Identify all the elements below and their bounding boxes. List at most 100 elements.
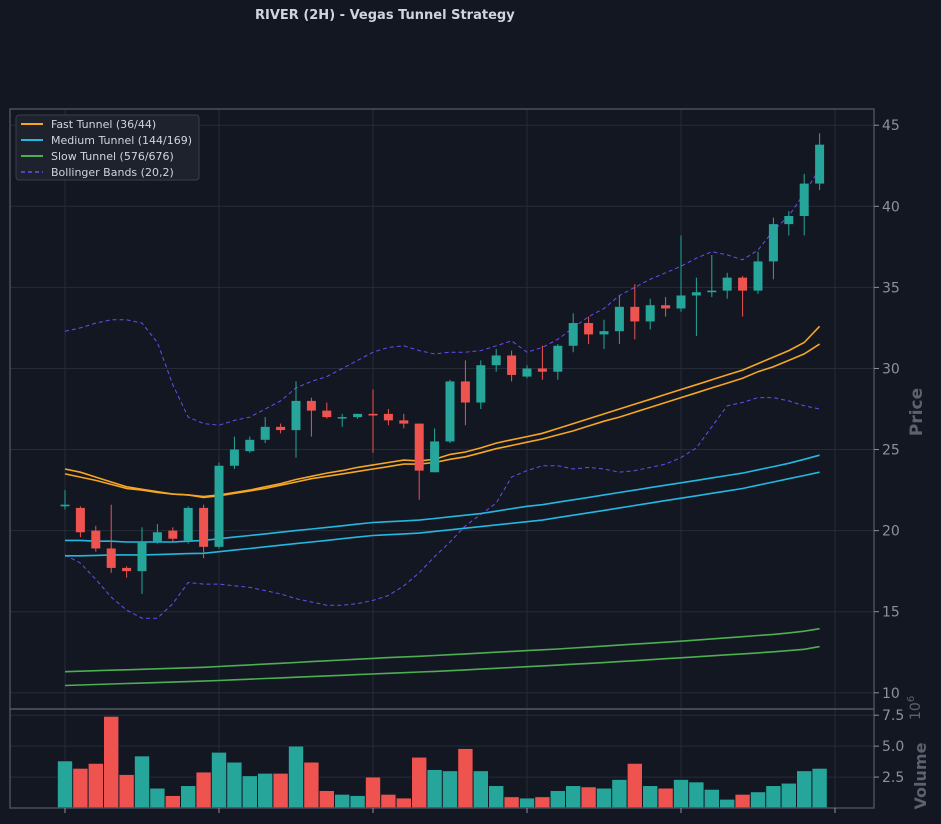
legend-label-fast: Fast Tunnel (36/44) [51,118,156,131]
candle-body [152,532,162,542]
chart-title: RIVER (2H) - Vegas Tunnel Strategy [255,8,515,23]
volume-bar [411,756,428,809]
candle-body [122,567,132,572]
volume-bar [149,787,166,809]
candle [445,379,455,444]
candle [522,365,532,379]
candle-body [707,290,717,293]
candle-body [691,292,701,296]
volume-bar [472,770,489,809]
candle-body [568,323,578,346]
candle [229,436,239,469]
candle [368,389,378,453]
volume-bar [811,768,828,809]
volume-bar [565,785,582,809]
volume-bar [57,760,73,809]
candle [599,319,609,349]
candle [291,381,301,458]
price-axis-label: Price [907,388,927,436]
volume-bar [211,752,227,809]
volume-bar [796,770,813,809]
volume-bar [780,782,797,809]
candle-body [60,504,70,507]
candle-body [168,530,178,539]
candle-body [507,355,517,375]
volume-tick-label: 7.5 [882,708,904,724]
candle [768,217,778,280]
candle [322,402,332,419]
fast-tunnel-upper [64,325,821,498]
candle [137,527,147,594]
volume-bar [195,771,212,809]
candle [337,413,347,427]
candle-body [399,420,409,424]
candle [815,133,825,191]
volume-bar [134,755,150,809]
price-tick-label: 20 [882,524,900,540]
candle-body [322,410,332,418]
candle [691,277,701,337]
candle [614,295,624,345]
candle [91,525,101,552]
candle [661,297,671,317]
candle-body [414,423,424,471]
volume-tick-label: 2.5 [882,770,904,786]
price-tick-label: 10 [882,686,900,702]
volume-panel-frame [9,708,875,809]
volume-bar [180,785,196,809]
candle-body [229,449,239,466]
candle [491,349,501,372]
slow-tunnel-lower [64,645,820,687]
volume-bar [380,794,397,809]
volume-bar [673,779,689,809]
volume-bar [334,794,351,809]
volume-bar [426,769,443,809]
candle [553,344,563,380]
candle-body [106,548,116,568]
volume-bar [596,787,612,809]
volume-scale-label: 106 [906,696,924,720]
candle-body [337,417,347,419]
candle-body [460,381,470,403]
bollinger-lower-band [64,397,820,619]
candle [199,504,209,559]
legend-label-slow: Slow Tunnel (576/676) [51,150,174,163]
candle-body [291,400,301,431]
volume-bar [488,785,505,809]
candle [152,524,162,544]
candle [353,413,363,419]
volume-bar [534,796,551,809]
volume-bar [719,799,736,809]
candle-body [768,224,778,262]
candle-body [491,355,501,366]
candle-body [430,441,440,473]
candle-body [476,365,486,403]
candle [214,462,224,549]
candle [245,436,255,453]
candle [738,276,748,317]
candle [168,527,178,542]
volume-bar [457,748,474,809]
candle [306,397,316,437]
volume-bar [611,779,628,809]
candle [507,350,517,382]
volume-bar [580,786,597,809]
candle-body [368,413,378,416]
volume-axis-label: Volume [911,742,930,809]
price-tick-label: 30 [882,361,900,377]
candle [799,173,809,236]
candle-body [753,261,763,291]
volume-bar [72,768,89,809]
volume-bar [288,745,304,809]
candle-body [183,507,193,541]
legend: Fast Tunnel (36/44) Medium Tunnel (144/16… [15,114,200,181]
candle-body [306,400,316,411]
volume-bar [395,797,412,809]
candle-body [553,345,563,372]
candle-body [91,530,101,549]
candle-body [383,413,393,421]
medium-tunnel-lower [65,471,820,557]
candle-body [645,305,655,322]
volume-bar [103,716,119,809]
